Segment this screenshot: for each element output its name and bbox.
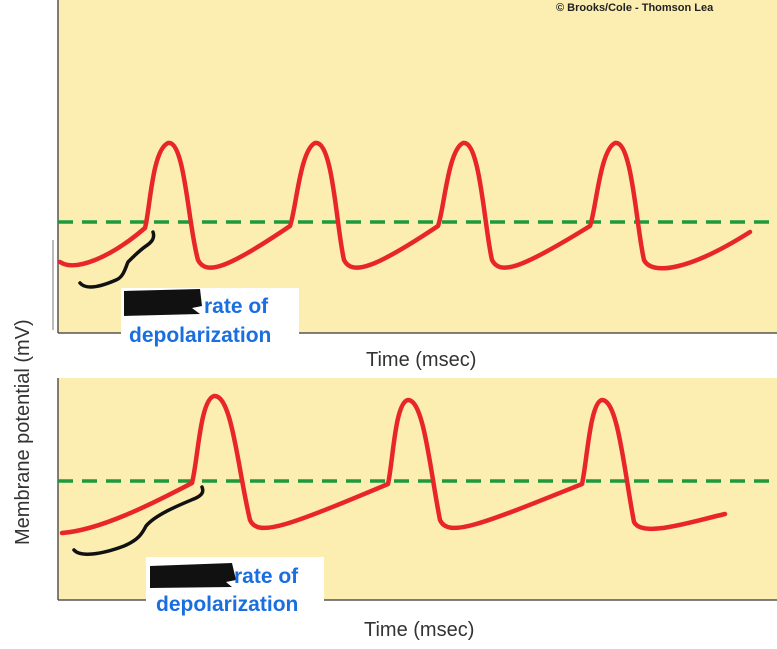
y-axis-label: Membrane potential (mV)	[12, 319, 34, 545]
top-brace	[78, 230, 156, 289]
top-x-axis-label: Time (msec)	[366, 349, 476, 371]
bottom-brace	[72, 485, 205, 556]
top-redaction-mark	[124, 289, 202, 316]
bottom-annotation-line2: depolarization	[156, 593, 298, 616]
bottom-action-potential-trace	[59, 393, 728, 536]
bottom-annotation-line1: rate of	[234, 565, 299, 588]
top-annotation-line1: rate of	[204, 295, 269, 318]
bottom-redaction-mark	[150, 563, 236, 588]
copyright-text: © Brooks/Cole - Thomson Lea	[556, 2, 714, 14]
top-panel-background	[58, 0, 777, 333]
top-action-potential-trace	[57, 140, 753, 271]
top-annotation-line2: depolarization	[129, 324, 271, 347]
bottom-x-axis-label: Time (msec)	[364, 619, 474, 641]
